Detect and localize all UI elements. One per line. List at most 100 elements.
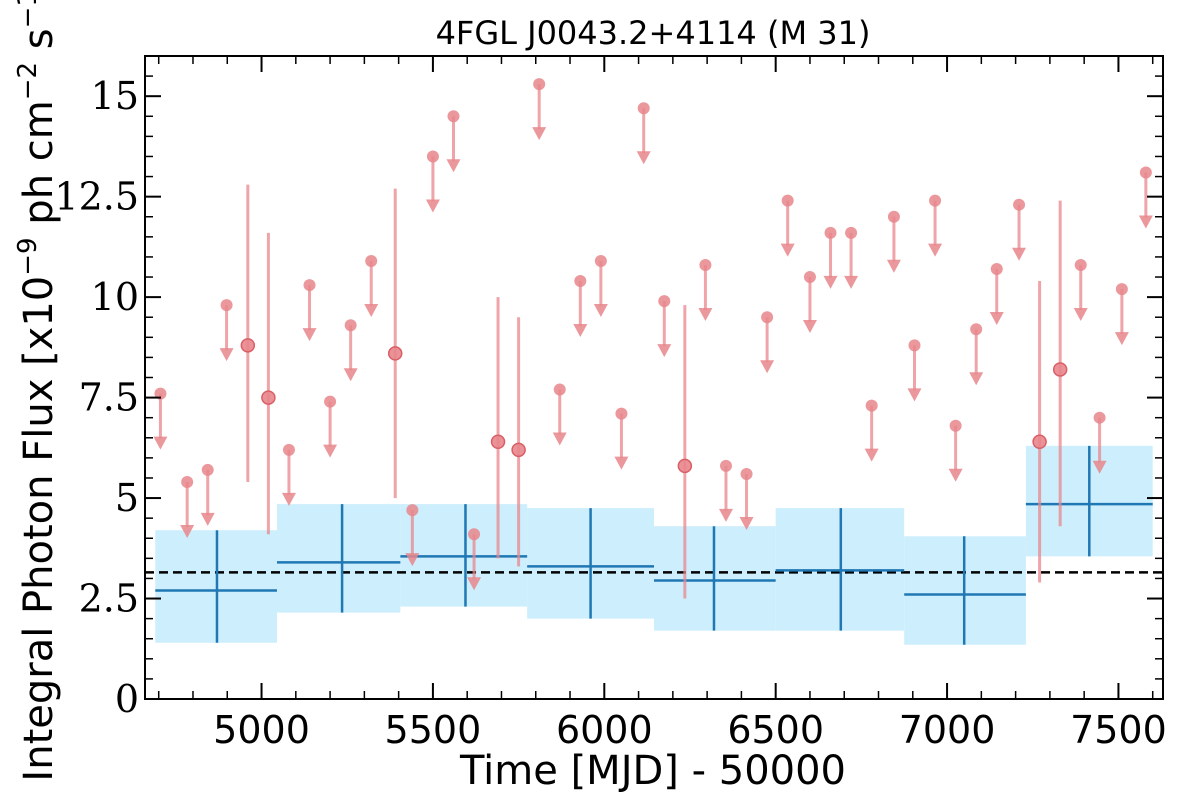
upper-limit-point xyxy=(637,102,650,115)
upper-limit-point xyxy=(594,254,607,267)
upper-limit-point xyxy=(574,275,587,288)
upper-limit-point xyxy=(533,78,546,91)
upper-limit-point xyxy=(699,258,712,271)
upper-limit-arrow xyxy=(532,127,547,141)
upper-limit-point xyxy=(303,279,316,292)
upper-limit-arrow xyxy=(446,159,461,173)
upper-limit-point xyxy=(990,262,1003,275)
upper-limit-arrow xyxy=(1012,247,1027,261)
upper-limit-arrow xyxy=(614,456,629,470)
y-tick-label: 15 xyxy=(91,74,139,118)
upper-limit-point xyxy=(220,299,233,312)
detection-point xyxy=(1032,434,1047,450)
upper-limit-point xyxy=(201,463,214,476)
x-tick-label: 6500 xyxy=(727,708,824,752)
detection-point xyxy=(490,434,506,450)
upper-limit-arrow xyxy=(467,577,482,591)
upper-limit-point xyxy=(154,387,167,400)
upper-limit-arrow xyxy=(780,243,795,257)
y-axis-label-exp1: −9 xyxy=(13,237,43,275)
upper-limit-arrow xyxy=(364,303,379,317)
upper-limit-arrow xyxy=(281,492,296,506)
upper-limit-arrow xyxy=(928,243,943,257)
upper-limit-arrow xyxy=(593,303,608,317)
upper-limit-point xyxy=(719,459,732,472)
upper-limit-arrow xyxy=(405,553,420,567)
detection-point xyxy=(240,338,256,353)
upper-limit-point xyxy=(406,504,419,517)
upper-limit-arrow xyxy=(886,259,901,273)
plot-area xyxy=(145,78,1163,645)
upper-limit-arrow xyxy=(989,311,1004,325)
x-tick-label: 7000 xyxy=(899,708,996,752)
upper-limit-arrow xyxy=(153,436,168,450)
upper-limit-arrow xyxy=(1114,332,1129,346)
upper-limit-point xyxy=(740,467,753,480)
y-axis-label-main: Integral Photon Flux [x10 xyxy=(16,276,62,782)
upper-limit-arrow xyxy=(302,328,317,342)
upper-limit-point xyxy=(1074,258,1087,271)
upper-limit-point xyxy=(553,383,566,396)
upper-limit-point xyxy=(181,475,194,488)
upper-limit-arrow xyxy=(573,324,588,338)
upper-limit-point xyxy=(1013,198,1026,211)
x-tick-label: 5000 xyxy=(213,708,310,752)
upper-limit-point xyxy=(615,407,628,420)
upper-limit-point xyxy=(887,210,900,223)
upper-limit-arrow xyxy=(844,275,859,289)
upper-limit-arrow xyxy=(323,444,338,458)
upper-limit-point xyxy=(1093,411,1106,424)
detection-point xyxy=(1052,362,1068,377)
upper-limit-arrow xyxy=(180,524,195,538)
chart-title: 4FGL J0043.2+4114 (M 31) xyxy=(436,14,871,52)
upper-limit-arrow xyxy=(657,344,672,358)
upper-limit-arrow xyxy=(219,348,234,362)
upper-limit-point xyxy=(845,226,858,239)
upper-limit-arrow xyxy=(823,275,838,289)
upper-limit-point xyxy=(929,194,942,207)
plot-frame xyxy=(144,55,1164,700)
y-axis-label-exp3: −1 xyxy=(13,0,43,28)
upper-limit-arrow xyxy=(1092,460,1107,474)
upper-limit-point xyxy=(1115,283,1128,296)
upper-limit-arrow xyxy=(1138,215,1153,229)
y-tick-label: 7.5 xyxy=(79,376,139,420)
upper-limit-point xyxy=(658,295,671,308)
upper-limit-point xyxy=(426,150,439,163)
upper-limit-point xyxy=(468,528,481,541)
upper-limit-arrow xyxy=(948,468,963,482)
detection-point xyxy=(387,346,403,361)
upper-limit-arrow xyxy=(739,516,754,530)
upper-limit-point xyxy=(824,226,837,239)
upper-limit-point xyxy=(949,419,962,432)
upper-limit-arrow xyxy=(718,508,733,522)
x-axis-label: Time [MJD] - 50000 xyxy=(459,748,846,794)
upper-limit-arrow xyxy=(760,360,775,374)
x-tick-label: 5500 xyxy=(385,708,482,752)
bin-error-band xyxy=(276,504,401,613)
upper-limit-arrow xyxy=(969,372,984,386)
upper-limit-arrow xyxy=(864,448,879,462)
upper-limit-point xyxy=(970,323,983,336)
upper-limit-point xyxy=(781,194,794,207)
upper-limit-point xyxy=(344,319,357,332)
upper-limit-arrow xyxy=(1073,307,1088,321)
axis-ticks: 5000 5500 6000 6500 7000 7500 0 2.5 5 7.5 10 12.5 15 xyxy=(54,56,1167,752)
upper-limit-arrow xyxy=(698,307,713,321)
upper-limit-arrow xyxy=(425,199,440,213)
y-tick-label: 0 xyxy=(115,677,139,721)
upper-limit-point xyxy=(324,395,337,408)
y-tick-label: 5 xyxy=(115,476,139,520)
x-tick-label: 6000 xyxy=(556,708,653,752)
detection-point xyxy=(261,390,276,405)
upper-limit-point xyxy=(447,110,460,123)
upper-limit-point xyxy=(365,254,378,267)
upper-limit-point xyxy=(1139,166,1152,179)
upper-limit-point xyxy=(761,311,774,324)
y-axis-label: Integral Photon Flux [x10−9 ph cm−2 s−1] xyxy=(13,0,62,782)
upper-limit-arrow xyxy=(343,368,358,382)
upper-limit-point xyxy=(865,399,878,412)
upper-limit-arrow xyxy=(802,320,817,334)
upper-limit-arrow xyxy=(552,432,567,446)
detection-point xyxy=(511,442,526,458)
